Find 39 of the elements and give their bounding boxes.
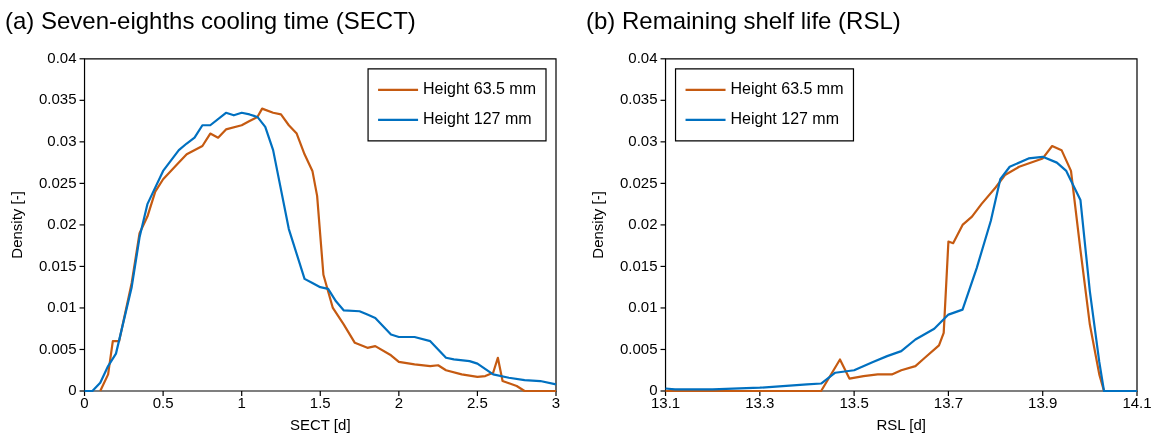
x-tick-label: 0 [80, 394, 89, 412]
y-tick-label: 0.005 [619, 339, 658, 357]
chart-title: (a) Seven-eighths cooling time (SECT) [5, 7, 416, 35]
y-tick-label: 0.01 [47, 298, 77, 316]
y-tick-label: 0.04 [628, 48, 658, 66]
y-tick-label: 0.025 [619, 173, 658, 191]
y-tick-label: 0.005 [38, 339, 77, 357]
x-tick-label: 13.9 [1028, 394, 1058, 412]
y-axis-title: Density [-] [589, 191, 607, 259]
y-tick-label: 0 [68, 381, 77, 399]
x-tick-label: 2 [394, 394, 404, 412]
y-tick-label: 0.015 [619, 256, 658, 274]
x-tick-label: 1 [237, 394, 246, 412]
y-tick-label: 0.035 [619, 90, 658, 108]
y-tick-label: 0.03 [628, 131, 658, 149]
x-tick-label: 13.3 [745, 394, 775, 412]
legend-label: Height 127 mm [730, 110, 840, 128]
legend-label: Height 127 mm [423, 110, 532, 128]
x-axis-title: SECT [d] [289, 416, 351, 434]
y-tick-label: 0.04 [47, 48, 77, 66]
y-tick-label: 0.02 [47, 215, 77, 233]
x-tick-label: 3 [551, 394, 561, 412]
y-tick-label: 0.01 [628, 298, 658, 316]
y-tick-label: 0.025 [38, 173, 77, 191]
x-tick-label: 13.7 [933, 394, 964, 412]
y-axis-title: Density [-] [8, 191, 26, 259]
y-tick-label: 0.03 [47, 131, 77, 149]
x-axis-title: RSL [d] [876, 416, 926, 434]
y-tick-label: 0.035 [38, 90, 77, 108]
x-tick-label: 2.5 [466, 394, 488, 412]
x-tick-label: 14.1 [1122, 394, 1152, 412]
x-tick-label: 1.5 [309, 394, 331, 412]
chart-title: (b) Remaining shelf life (RSL) [586, 7, 901, 35]
y-tick-label: 0.015 [38, 256, 77, 274]
legend-label: Height 63.5 mm [730, 80, 844, 98]
legend-label: Height 63.5 mm [423, 80, 536, 98]
x-tick-label: 13.5 [839, 394, 869, 412]
x-tick-label: 0.5 [152, 394, 174, 412]
y-tick-label: 0.02 [628, 215, 658, 233]
